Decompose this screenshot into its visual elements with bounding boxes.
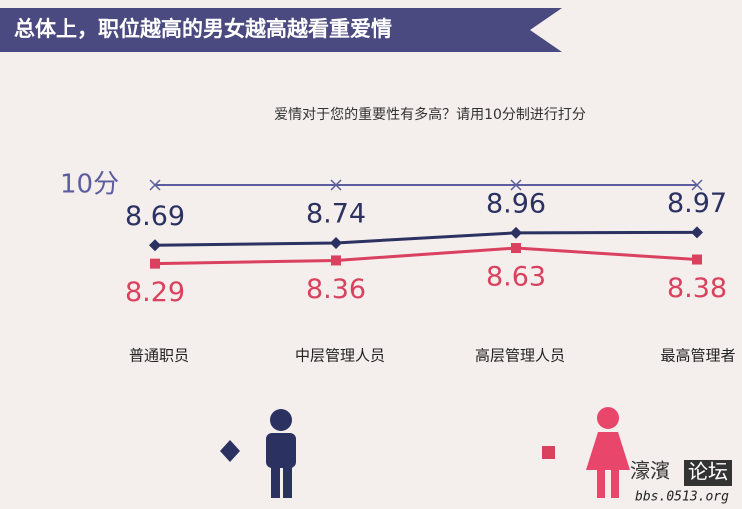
watermark-url: bbs.0513.org: [635, 490, 729, 505]
x-tick-label: 高层管理人员: [475, 347, 565, 365]
series-line: [154, 230, 698, 247]
watermark-box: [684, 460, 732, 486]
title-banner: [0, 8, 562, 52]
watermark: 濠濱 论坛 bbs.0513.org: [630, 459, 732, 505]
legend: [220, 407, 630, 498]
series-line: [154, 246, 698, 266]
reference-cross: [149, 179, 161, 191]
point: [692, 254, 702, 265]
point: [331, 255, 341, 266]
value-label: 8.69: [125, 201, 185, 232]
reference-cross: [510, 179, 522, 191]
female-icon: [586, 407, 630, 498]
value-label: 8.96: [486, 188, 546, 219]
legend-marker: [220, 440, 240, 462]
male-icon: [266, 409, 296, 498]
reference-cross: [691, 179, 703, 191]
watermark-name: 濠濱: [630, 459, 670, 483]
legend-marker: [542, 446, 555, 459]
point: [511, 243, 521, 254]
reference-cross: [330, 179, 342, 191]
value-label: 8.36: [306, 274, 366, 305]
watermark-tag: 论坛: [688, 460, 728, 484]
value-label: 8.63: [486, 262, 546, 293]
chart-title: 总体上，职位越高的男女越高越看重爱情: [14, 17, 392, 41]
x-tick-label: 中层管理人员: [295, 347, 385, 365]
point: [510, 226, 522, 239]
reference-label: 10分: [60, 170, 119, 200]
chart-subtitle: 爱情对于您的重要性有多高？请用10分制进行打分: [274, 106, 586, 123]
point: [150, 258, 160, 269]
value-label: 8.97: [667, 188, 727, 219]
value-label: 8.29: [125, 277, 185, 308]
point: [149, 239, 161, 252]
x-tick-label: 最高管理者: [660, 347, 735, 365]
value-label: 8.74: [306, 198, 366, 229]
value-label: 8.38: [667, 273, 727, 304]
x-tick-label: 普通职员: [129, 347, 189, 365]
point: [330, 236, 342, 249]
point: [691, 226, 703, 239]
